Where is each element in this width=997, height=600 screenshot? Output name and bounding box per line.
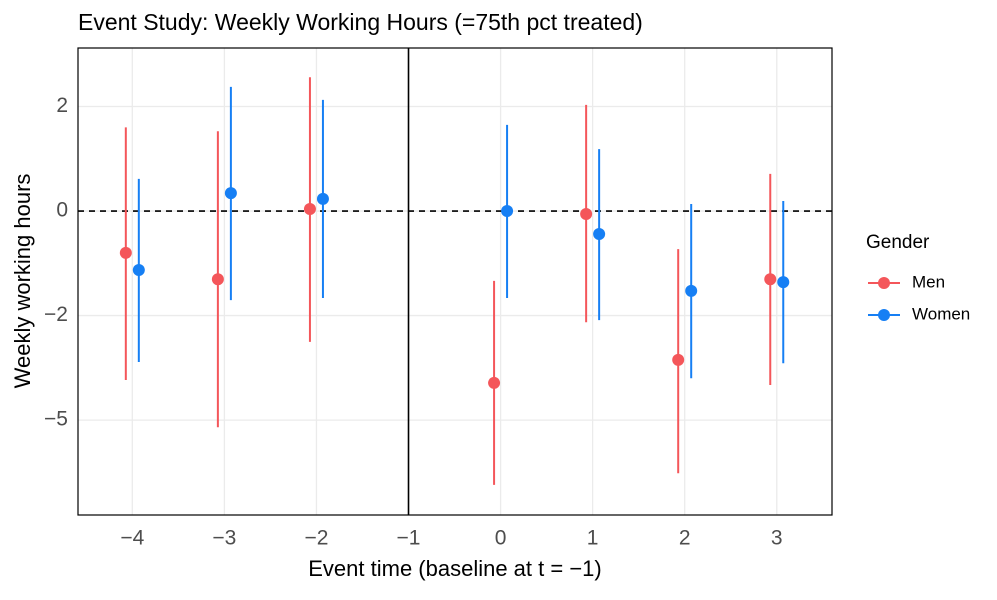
point (777, 276, 790, 289)
legend-title: Gender (866, 232, 930, 253)
x-tick-label: 2 (679, 527, 691, 550)
y-tick-label: 0 (56, 199, 68, 222)
legend-label: Men (912, 272, 945, 291)
point (316, 192, 329, 205)
point (224, 187, 237, 200)
legend-key-point (878, 277, 890, 289)
point (580, 207, 593, 220)
point (501, 205, 514, 218)
point (119, 246, 132, 259)
y-tick-label: −5 (44, 408, 68, 431)
legend-label: Women (912, 304, 970, 323)
point (685, 284, 698, 297)
x-tick-label: −3 (212, 527, 236, 550)
point (672, 353, 685, 366)
point (764, 273, 777, 286)
point (303, 202, 316, 215)
x-tick-label: −4 (120, 527, 144, 550)
y-axis-label: Weekly working hours (10, 174, 35, 389)
legend-key-point (878, 309, 890, 321)
panel-border (77, 47, 833, 516)
y-tick-label: −2 (44, 303, 68, 326)
x-tick-label: −2 (304, 527, 328, 550)
y-tick-label: 2 (56, 94, 68, 117)
point (132, 264, 145, 277)
x-tick-label: −1 (397, 527, 421, 550)
point (211, 273, 224, 286)
x-tick-label: 1 (587, 527, 599, 550)
point (488, 376, 501, 389)
chart-title: Event Study: Weekly Working Hours (=75th… (78, 9, 643, 35)
x-axis-label: Event time (baseline at t = −1) (308, 556, 602, 581)
point (593, 228, 606, 241)
x-tick-label: 0 (495, 527, 507, 550)
x-tick-label: 3 (771, 527, 783, 550)
